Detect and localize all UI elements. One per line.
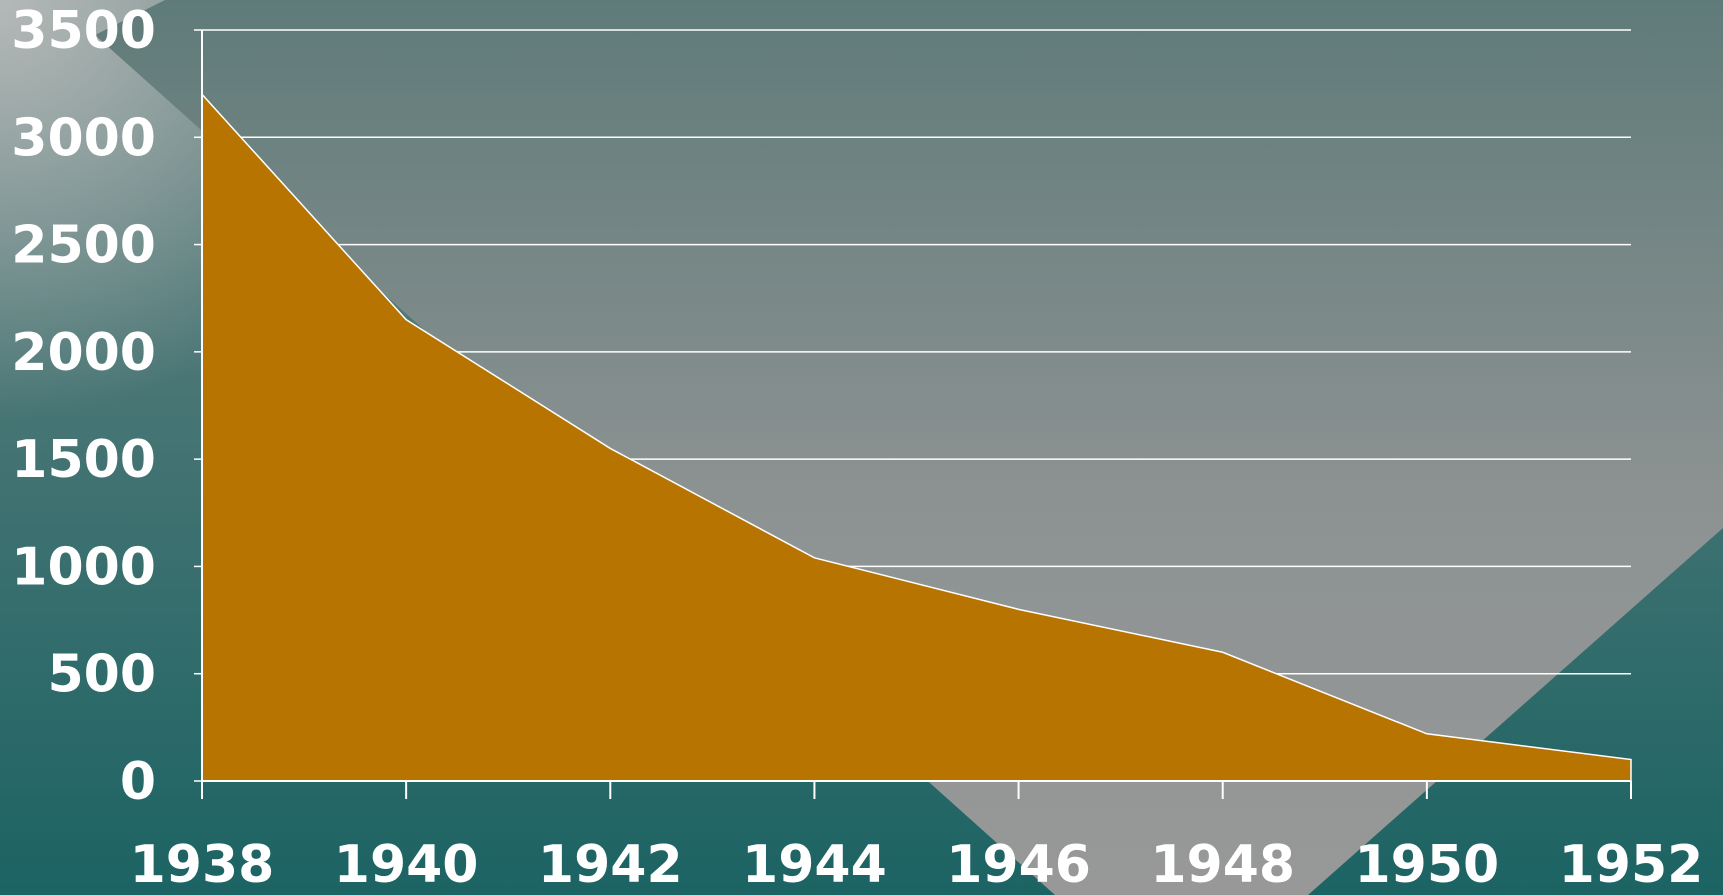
y-tick-label: 2500 — [11, 216, 156, 276]
y-tick-label: 1500 — [11, 430, 156, 490]
y-tick-label: 3000 — [11, 108, 156, 168]
y-tick-label: 2000 — [11, 323, 156, 383]
y-tick-label: 500 — [47, 645, 156, 705]
x-tick-label: 1948 — [1150, 835, 1295, 895]
x-tick-label: 1944 — [742, 835, 887, 895]
x-tick-label: 1950 — [1354, 835, 1499, 895]
x-tick-label: 1942 — [538, 835, 683, 895]
y-tick-label: 0 — [120, 752, 156, 812]
x-tick-label: 1940 — [334, 835, 479, 895]
area — [201, 92, 1632, 782]
y-tick-label: 1000 — [11, 537, 156, 597]
background-band — [95, 0, 1723, 895]
x-tick-label: 1938 — [130, 835, 275, 895]
y-tick-label: 3500 — [11, 1, 156, 61]
x-tick-label: 1946 — [946, 835, 1091, 895]
x-tick-label: 1952 — [1559, 835, 1704, 895]
